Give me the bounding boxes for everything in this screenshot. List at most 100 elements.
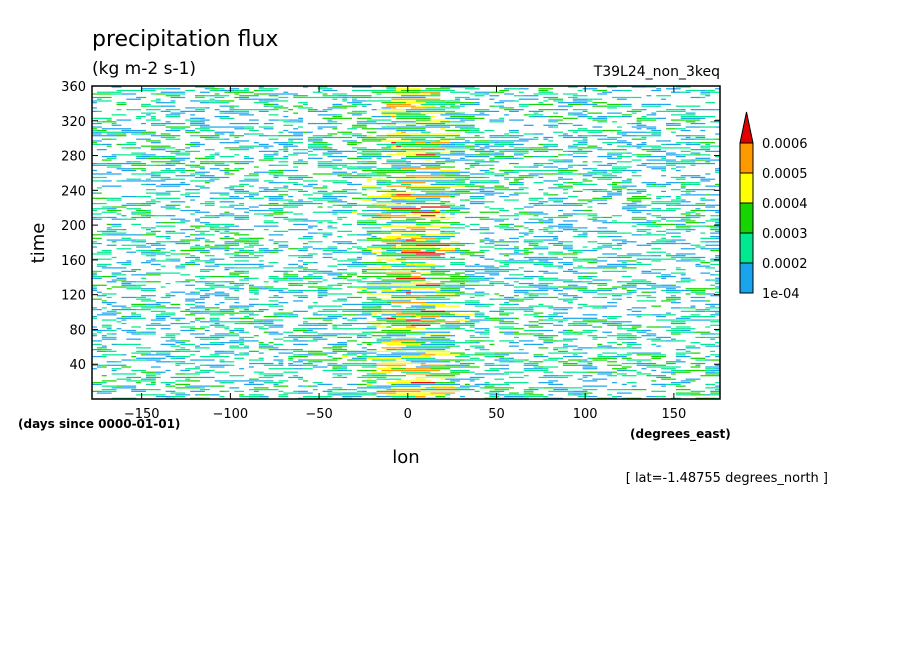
heatmap-cell	[513, 166, 529, 168]
heatmap-cell	[415, 142, 426, 144]
heatmap-cell	[302, 275, 313, 278]
heatmap-cell	[513, 171, 519, 173]
heatmap-cell	[366, 218, 392, 220]
heatmap-cell	[366, 223, 392, 226]
heatmap-cell	[322, 359, 338, 361]
heatmap-cell	[175, 149, 186, 151]
heatmap-cell	[317, 293, 328, 295]
heatmap-cell	[209, 376, 215, 379]
heatmap-cell	[361, 272, 387, 274]
heatmap-cell	[366, 378, 372, 380]
heatmap-cell	[121, 239, 137, 241]
heatmap-cell	[106, 361, 117, 363]
heatmap-cell	[337, 192, 348, 194]
heatmap-cell	[253, 89, 259, 92]
heatmap-cell	[322, 93, 328, 95]
heatmap-cell	[670, 168, 676, 170]
heatmap-cell	[543, 375, 549, 377]
heatmap-cell	[317, 295, 328, 297]
heatmap-cell	[661, 218, 667, 220]
heatmap-cell	[558, 169, 563, 172]
heatmap-cell	[567, 182, 578, 184]
heatmap-cell	[401, 114, 426, 116]
heatmap-cell	[298, 267, 308, 269]
heatmap-cell	[602, 129, 617, 132]
heatmap-cell	[356, 152, 382, 154]
heatmap-cell	[509, 131, 519, 133]
heatmap-cell	[715, 312, 720, 314]
heatmap-cell	[715, 230, 720, 232]
heatmap-cell	[376, 136, 406, 139]
heatmap-cell	[361, 187, 367, 189]
heatmap-cell	[229, 305, 240, 307]
heatmap-cell	[705, 310, 711, 312]
heatmap-cell	[563, 295, 568, 297]
heatmap-cell	[509, 277, 519, 279]
heatmap-cell	[249, 249, 254, 252]
heatmap-cell	[450, 195, 456, 198]
heatmap-cell	[92, 288, 97, 290]
heatmap-cell	[185, 131, 200, 133]
heatmap-cell	[553, 131, 563, 133]
heatmap-cell	[381, 286, 387, 288]
heatmap-cell	[464, 293, 485, 295]
heatmap-cell	[302, 331, 308, 333]
heatmap-cell	[229, 135, 235, 137]
heatmap-cell	[646, 86, 657, 88]
heatmap-cell	[165, 237, 171, 239]
heatmap-cell	[361, 331, 372, 333]
heatmap-cell	[312, 173, 318, 175]
heatmap-cell	[366, 296, 377, 299]
heatmap-cell	[587, 116, 593, 118]
heatmap-cell	[538, 162, 549, 165]
heatmap-cell	[347, 157, 362, 159]
heatmap-cell	[249, 129, 259, 132]
heatmap-cell	[680, 150, 691, 152]
heatmap-cell	[410, 319, 421, 321]
heatmap-cell	[150, 366, 161, 368]
heatmap-cell	[190, 321, 196, 323]
heatmap-cell	[302, 289, 318, 292]
heatmap-cell	[396, 289, 402, 292]
heatmap-cell	[641, 142, 647, 144]
heatmap-cell	[258, 260, 264, 262]
heatmap-cell	[621, 116, 632, 118]
heatmap-cell	[224, 269, 230, 271]
heatmap-cell	[631, 218, 647, 220]
heatmap-cell	[484, 392, 495, 394]
heatmap-cell	[410, 112, 421, 114]
heatmap-cell	[165, 121, 171, 123]
heatmap-cell	[92, 128, 97, 130]
heatmap-cell	[690, 390, 706, 392]
heatmap-cell	[288, 362, 294, 365]
heatmap-cell	[533, 369, 539, 372]
heatmap-cell	[332, 199, 343, 201]
heatmap-cell	[636, 362, 647, 365]
heatmap-cell	[165, 185, 181, 187]
heatmap-cell	[705, 145, 720, 147]
heatmap-cell	[204, 180, 215, 182]
heatmap-cell	[386, 204, 411, 206]
heatmap-cell	[499, 312, 514, 314]
heatmap-cell	[499, 107, 514, 109]
heatmap-cell	[332, 394, 343, 396]
heatmap-cell	[278, 390, 284, 392]
heatmap-cell	[278, 368, 294, 370]
heatmap-cell	[361, 390, 367, 392]
heatmap-cell	[356, 392, 372, 394]
heatmap-cell	[391, 315, 411, 318]
heatmap-cell	[278, 314, 289, 316]
heatmap-cell	[352, 246, 362, 248]
heatmap-cell	[160, 122, 176, 125]
heatmap-cell	[92, 117, 102, 119]
heatmap-cell	[199, 288, 215, 290]
heatmap-cell	[283, 185, 289, 187]
heatmap-cell	[141, 277, 146, 279]
heatmap-cell	[101, 300, 107, 302]
heatmap-cell	[612, 382, 617, 384]
heatmap-cell	[666, 232, 671, 234]
heatmap-cell	[504, 176, 519, 179]
heatmap-cell	[185, 373, 200, 375]
heatmap-cell	[322, 319, 333, 321]
heatmap-cell	[327, 155, 333, 158]
